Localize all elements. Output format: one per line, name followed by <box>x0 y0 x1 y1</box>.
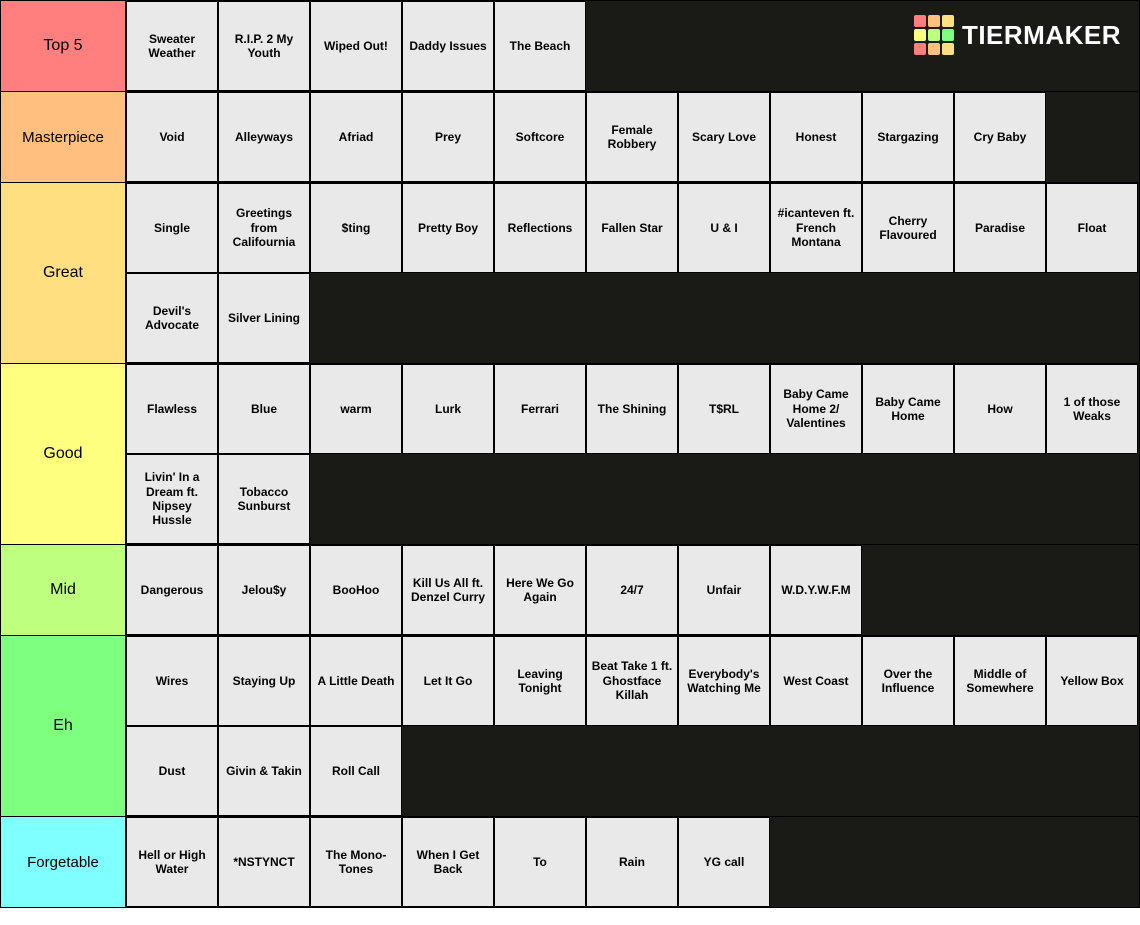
tier-item[interactable]: Here We Go Again <box>494 545 586 635</box>
tier-items[interactable]: SingleGreetings from Califournia$tingPre… <box>126 183 1139 363</box>
tier-item[interactable]: Softcore <box>494 92 586 182</box>
tier-item[interactable]: Lurk <box>402 364 494 454</box>
tier-item[interactable]: The Beach <box>494 1 586 91</box>
tier-item[interactable]: Everybody's Watching Me <box>678 636 770 726</box>
tier-items[interactable]: Sweater WeatherR.I.P. 2 My YouthWiped Ou… <box>126 1 1139 91</box>
tier-item[interactable]: #icanteven ft. French Montana <box>770 183 862 273</box>
tier-item[interactable]: West Coast <box>770 636 862 726</box>
tier-item[interactable]: Dust <box>126 726 218 816</box>
tier-item[interactable]: Dangerous <box>126 545 218 635</box>
tier-item[interactable]: Wiped Out! <box>310 1 402 91</box>
tier-label[interactable]: Masterpiece <box>1 92 126 182</box>
tier-item[interactable]: Pretty Boy <box>402 183 494 273</box>
tier-item[interactable]: U & I <box>678 183 770 273</box>
tier-item[interactable]: Silver Lining <box>218 273 310 363</box>
tier-item[interactable]: Scary Love <box>678 92 770 182</box>
tier-item[interactable]: Staying Up <box>218 636 310 726</box>
tier-item[interactable]: How <box>954 364 1046 454</box>
tier-item[interactable]: Void <box>126 92 218 182</box>
tier-label[interactable]: Top 5 <box>1 1 126 91</box>
tier-items[interactable]: FlawlessBluewarmLurkFerrariThe ShiningT$… <box>126 364 1139 544</box>
logo-text: TIERMAKER <box>962 20 1121 51</box>
logo-grid-icon <box>914 15 954 55</box>
tier-row: ForgetableHell or High Water*NSTYNCTThe … <box>1 817 1139 907</box>
tier-items[interactable]: VoidAlleywaysAfriadPreySoftcoreFemale Ro… <box>126 92 1139 182</box>
tier-row: EhWiresStaying UpA Little DeathLet It Go… <box>1 636 1139 817</box>
tier-item[interactable]: Alleyways <box>218 92 310 182</box>
tier-item[interactable]: Livin' In a Dream ft. Nipsey Hussle <box>126 454 218 544</box>
tier-item[interactable]: Beat Take 1 ft. Ghostface Killah <box>586 636 678 726</box>
tier-item[interactable]: Devil's Advocate <box>126 273 218 363</box>
tier-item[interactable]: Over the Influence <box>862 636 954 726</box>
tier-label[interactable]: Great <box>1 183 126 363</box>
tier-item[interactable]: A Little Death <box>310 636 402 726</box>
tier-item[interactable]: BooHoo <box>310 545 402 635</box>
tier-item[interactable]: Prey <box>402 92 494 182</box>
tier-item[interactable]: Wires <box>126 636 218 726</box>
tier-item[interactable]: Middle of Somewhere <box>954 636 1046 726</box>
tier-item[interactable]: Blue <box>218 364 310 454</box>
tier-label[interactable]: Mid <box>1 545 126 635</box>
tier-item[interactable]: Honest <box>770 92 862 182</box>
tier-item[interactable]: Female Robbery <box>586 92 678 182</box>
tier-item[interactable]: 1 of those Weaks <box>1046 364 1138 454</box>
tier-item[interactable]: Reflections <box>494 183 586 273</box>
tier-item[interactable]: YG call <box>678 817 770 907</box>
tier-row: MasterpieceVoidAlleywaysAfriadPreySoftco… <box>1 92 1139 183</box>
tier-item[interactable]: Jelou$y <box>218 545 310 635</box>
tier-items[interactable]: DangerousJelou$yBooHooKill Us All ft. De… <box>126 545 1139 635</box>
tier-items[interactable]: WiresStaying UpA Little DeathLet It GoLe… <box>126 636 1139 816</box>
tier-item[interactable]: The Mono-Tones <box>310 817 402 907</box>
tier-item[interactable]: *NSTYNCT <box>218 817 310 907</box>
tier-item[interactable]: Tobacco Sunburst <box>218 454 310 544</box>
tier-item[interactable]: Givin & Takin <box>218 726 310 816</box>
tier-item[interactable]: Afriad <box>310 92 402 182</box>
tier-item[interactable]: Daddy Issues <box>402 1 494 91</box>
tier-item[interactable]: R.I.P. 2 My Youth <box>218 1 310 91</box>
tier-item[interactable]: Baby Came Home <box>862 364 954 454</box>
tier-item[interactable]: Sweater Weather <box>126 1 218 91</box>
tier-item[interactable]: Ferrari <box>494 364 586 454</box>
tier-item[interactable]: T$RL <box>678 364 770 454</box>
tier-item[interactable]: Cry Baby <box>954 92 1046 182</box>
tier-item[interactable]: Flawless <box>126 364 218 454</box>
tier-row: Top 5Sweater WeatherR.I.P. 2 My YouthWip… <box>1 1 1139 92</box>
tier-item[interactable]: $ting <box>310 183 402 273</box>
tier-item[interactable]: Cherry Flavoured <box>862 183 954 273</box>
tier-item[interactable]: Leaving Tonight <box>494 636 586 726</box>
tier-item[interactable]: Hell or High Water <box>126 817 218 907</box>
tier-item[interactable]: Float <box>1046 183 1138 273</box>
tier-item[interactable]: W.D.Y.W.F.M <box>770 545 862 635</box>
tier-item[interactable]: Kill Us All ft. Denzel Curry <box>402 545 494 635</box>
tier-item[interactable]: Let It Go <box>402 636 494 726</box>
tier-item[interactable]: Baby Came Home 2/ Valentines <box>770 364 862 454</box>
tier-label[interactable]: Eh <box>1 636 126 816</box>
tier-label[interactable]: Forgetable <box>1 817 126 907</box>
tier-item[interactable]: The Shining <box>586 364 678 454</box>
tier-item[interactable]: Yellow Box <box>1046 636 1138 726</box>
tiermaker-logo: TIERMAKER <box>914 15 1121 55</box>
tier-row: MidDangerousJelou$yBooHooKill Us All ft.… <box>1 545 1139 636</box>
tier-item[interactable]: warm <box>310 364 402 454</box>
tier-item[interactable]: 24/7 <box>586 545 678 635</box>
tier-list: Top 5Sweater WeatherR.I.P. 2 My YouthWip… <box>0 0 1140 908</box>
tier-item[interactable]: Paradise <box>954 183 1046 273</box>
tier-item[interactable]: Greetings from Califournia <box>218 183 310 273</box>
tier-item[interactable]: Single <box>126 183 218 273</box>
tier-item[interactable]: Unfair <box>678 545 770 635</box>
tier-item[interactable]: When I Get Back <box>402 817 494 907</box>
tier-label[interactable]: Good <box>1 364 126 544</box>
tier-items[interactable]: Hell or High Water*NSTYNCTThe Mono-Tones… <box>126 817 1139 907</box>
tier-item[interactable]: To <box>494 817 586 907</box>
tier-item[interactable]: Fallen Star <box>586 183 678 273</box>
tier-row: GreatSingleGreetings from Califournia$ti… <box>1 183 1139 364</box>
tier-item[interactable]: Rain <box>586 817 678 907</box>
tier-item[interactable]: Roll Call <box>310 726 402 816</box>
tier-row: GoodFlawlessBluewarmLurkFerrariThe Shini… <box>1 364 1139 545</box>
tier-item[interactable]: Stargazing <box>862 92 954 182</box>
